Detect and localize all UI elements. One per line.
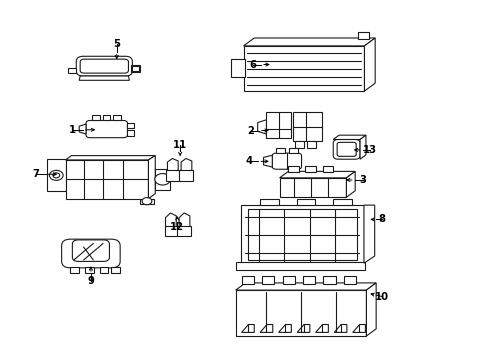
Bar bbox=[92, 115, 100, 121]
Polygon shape bbox=[79, 76, 129, 80]
Polygon shape bbox=[235, 283, 375, 290]
Bar bbox=[231, 59, 244, 77]
Polygon shape bbox=[140, 199, 154, 204]
Bar bbox=[127, 123, 134, 129]
Bar bbox=[293, 112, 321, 141]
FancyBboxPatch shape bbox=[336, 142, 355, 156]
Polygon shape bbox=[181, 158, 191, 174]
Bar bbox=[322, 166, 332, 172]
FancyBboxPatch shape bbox=[272, 153, 301, 169]
Bar bbox=[305, 166, 316, 172]
FancyBboxPatch shape bbox=[61, 239, 120, 268]
Polygon shape bbox=[260, 324, 272, 332]
Bar bbox=[294, 140, 303, 148]
Bar bbox=[235, 262, 364, 270]
Polygon shape bbox=[148, 156, 155, 199]
Bar bbox=[357, 32, 368, 39]
Bar bbox=[102, 115, 110, 121]
Polygon shape bbox=[352, 324, 365, 332]
Text: 4: 4 bbox=[245, 156, 252, 166]
Polygon shape bbox=[332, 135, 365, 139]
Bar bbox=[288, 148, 297, 153]
Bar bbox=[288, 166, 299, 172]
Bar bbox=[111, 267, 120, 273]
Polygon shape bbox=[364, 38, 374, 91]
Bar bbox=[262, 276, 274, 284]
Bar bbox=[113, 115, 121, 121]
Bar bbox=[282, 276, 294, 284]
Bar bbox=[247, 210, 356, 260]
Text: 3: 3 bbox=[358, 175, 365, 185]
Bar bbox=[100, 267, 108, 273]
Polygon shape bbox=[278, 324, 291, 332]
Polygon shape bbox=[279, 171, 354, 178]
Bar bbox=[343, 276, 355, 284]
Circle shape bbox=[142, 198, 152, 205]
FancyBboxPatch shape bbox=[76, 56, 132, 76]
Bar bbox=[164, 226, 190, 235]
Bar bbox=[243, 46, 364, 91]
FancyBboxPatch shape bbox=[80, 59, 128, 73]
Bar bbox=[132, 66, 139, 71]
Text: 10: 10 bbox=[374, 292, 388, 302]
Bar bbox=[70, 267, 79, 273]
Bar bbox=[323, 276, 335, 284]
Bar bbox=[235, 290, 366, 336]
Polygon shape bbox=[47, 159, 65, 192]
Bar bbox=[85, 267, 94, 273]
Text: 12: 12 bbox=[170, 222, 184, 232]
Polygon shape bbox=[179, 213, 189, 230]
Circle shape bbox=[155, 174, 170, 185]
Text: 13: 13 bbox=[363, 145, 377, 155]
Text: 11: 11 bbox=[173, 140, 187, 150]
Bar bbox=[155, 169, 169, 190]
Bar bbox=[240, 205, 363, 263]
Polygon shape bbox=[167, 158, 178, 174]
Text: 9: 9 bbox=[87, 276, 94, 286]
Polygon shape bbox=[243, 38, 374, 46]
Text: 6: 6 bbox=[249, 59, 256, 69]
FancyBboxPatch shape bbox=[332, 139, 359, 159]
Bar bbox=[303, 276, 315, 284]
Bar bbox=[332, 199, 351, 205]
Polygon shape bbox=[333, 324, 346, 332]
Bar bbox=[166, 170, 192, 181]
Bar bbox=[241, 276, 253, 284]
Bar bbox=[266, 112, 290, 138]
Bar bbox=[131, 64, 140, 72]
Text: 2: 2 bbox=[246, 126, 253, 135]
Bar bbox=[279, 178, 346, 197]
Polygon shape bbox=[257, 120, 266, 134]
Bar bbox=[65, 160, 148, 199]
Polygon shape bbox=[263, 155, 272, 167]
Polygon shape bbox=[165, 213, 176, 230]
Polygon shape bbox=[359, 135, 365, 159]
Text: 1: 1 bbox=[69, 125, 76, 135]
Polygon shape bbox=[366, 283, 375, 336]
Bar bbox=[260, 199, 278, 205]
Bar bbox=[296, 199, 315, 205]
Polygon shape bbox=[363, 205, 374, 263]
Text: 5: 5 bbox=[113, 40, 120, 49]
Polygon shape bbox=[241, 324, 254, 332]
Bar bbox=[68, 68, 76, 73]
Polygon shape bbox=[315, 324, 328, 332]
Polygon shape bbox=[346, 171, 354, 197]
Circle shape bbox=[49, 170, 63, 180]
Text: 7: 7 bbox=[32, 169, 39, 179]
FancyBboxPatch shape bbox=[86, 121, 127, 138]
Bar bbox=[127, 130, 134, 135]
Text: 8: 8 bbox=[378, 215, 385, 224]
Polygon shape bbox=[65, 156, 155, 160]
Bar bbox=[276, 148, 285, 153]
Circle shape bbox=[53, 173, 60, 178]
Bar bbox=[306, 140, 315, 148]
Polygon shape bbox=[79, 124, 86, 134]
Polygon shape bbox=[297, 324, 309, 332]
FancyBboxPatch shape bbox=[72, 240, 109, 261]
